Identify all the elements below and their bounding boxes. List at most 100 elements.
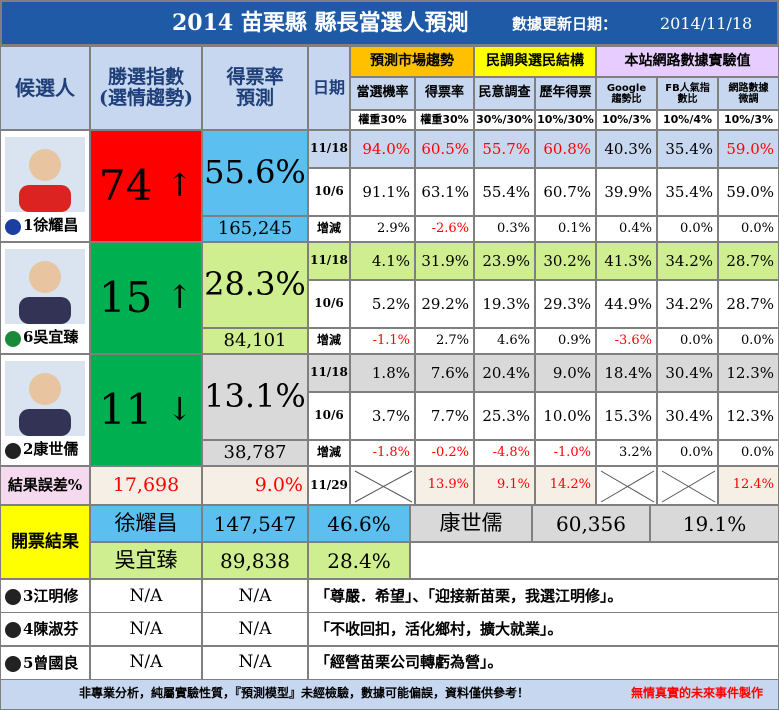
- row-date: 10/6: [308, 392, 350, 440]
- candidate-cell: 2康世儒: [0, 354, 90, 466]
- result-third-pct: 19.1%: [650, 505, 779, 542]
- data-cell: 55.7%: [474, 130, 535, 168]
- data-cell: 25.3%: [474, 392, 535, 440]
- group-poll: 民調與選民結構: [474, 46, 596, 77]
- footer-bar: 非專業分析，純屬實驗性質，『預測模型』未經檢驗，數據可能偏誤，資料僅供參考！ 無…: [0, 679, 779, 710]
- win-index-value: 15: [98, 272, 153, 322]
- data-cell: 3.7%: [350, 392, 415, 440]
- data-cell: 35.4%: [657, 130, 718, 168]
- candidate-photo: [5, 137, 85, 212]
- win-index-cell: 11 ↓: [90, 354, 202, 466]
- other-candidate-name: 3江明修: [23, 587, 79, 605]
- data-cell: -1.8%: [350, 440, 415, 466]
- data-cell: 0.0%: [657, 440, 718, 466]
- data-cell: 59.0%: [718, 130, 779, 168]
- error-label: 結果誤差%: [0, 466, 90, 505]
- error-value: 13.9%: [415, 466, 474, 505]
- vote-rate: 13.1%: [202, 354, 308, 440]
- independent-icon: [5, 589, 21, 605]
- data-cell: 94.0%: [350, 130, 415, 168]
- result-second-pct: 28.4%: [308, 542, 410, 579]
- candidate-photo: [5, 361, 85, 436]
- weight-3: 10%/30%: [535, 110, 596, 130]
- independent-icon: [5, 443, 21, 459]
- candidate-cell: 6吳宜臻: [0, 242, 90, 354]
- data-cell: 30.4%: [657, 392, 718, 440]
- row-date: 增減: [308, 328, 350, 354]
- error-value: 14.2%: [535, 466, 596, 505]
- win-index-cell: 74 ↑: [90, 130, 202, 242]
- candidate-name: 1徐耀昌: [23, 216, 79, 234]
- data-cell: 7.6%: [415, 354, 474, 392]
- weight-1: 權重30%: [415, 110, 474, 130]
- data-cell: 0.0%: [718, 216, 779, 242]
- other-candidate-cell: 3江明修: [0, 579, 90, 613]
- weight-4: 10%/3%: [596, 110, 657, 130]
- vote-rate: 28.3%: [202, 242, 308, 328]
- arrow-up-icon: ↑: [166, 278, 194, 317]
- data-cell: -4.8%: [474, 440, 535, 466]
- other-candidate-cell: 5曾國良: [0, 645, 90, 680]
- data-cell: 60.8%: [535, 130, 596, 168]
- candidate-photo: [5, 249, 85, 324]
- other-index: N/A: [90, 645, 202, 680]
- other-candidate-cell: 4陳淑芬: [0, 612, 90, 647]
- independent-icon: [5, 655, 21, 672]
- other-index: N/A: [90, 579, 202, 613]
- weight-2: 30%/30%: [474, 110, 535, 130]
- arrow-down-icon: ↓: [166, 390, 194, 429]
- win-index-value: 74: [98, 160, 153, 210]
- row-date: 增減: [308, 216, 350, 242]
- group-market: 預測市場趨勢: [350, 46, 474, 77]
- data-cell: -1.1%: [350, 328, 415, 354]
- data-cell: -1.0%: [535, 440, 596, 466]
- data-cell: 7.7%: [415, 392, 474, 440]
- header-date: 日期: [308, 46, 350, 130]
- header-vote-rate: 得票率 預測: [202, 46, 308, 130]
- row-date: 11/18: [308, 242, 350, 280]
- other-slogan: 「尊嚴．希望」、「迎接新苗栗，我選江明修」。: [308, 579, 779, 613]
- data-cell: 39.9%: [596, 168, 657, 216]
- data-cell: 0.3%: [474, 216, 535, 242]
- result-first-pct: 46.6%: [308, 505, 410, 542]
- data-cell: 41.3%: [596, 242, 657, 280]
- data-cell: 30.2%: [535, 242, 596, 280]
- other-candidate-name: 5曾國良: [23, 653, 79, 672]
- result-first-votes: 147,547: [202, 505, 308, 542]
- vote-count: 165,245: [202, 216, 308, 242]
- result-first-name: 徐耀昌: [90, 505, 202, 542]
- data-cell: 9.0%: [535, 354, 596, 392]
- data-cell: 0.0%: [657, 216, 718, 242]
- error-value: 12.4%: [718, 466, 779, 505]
- error-rate: 9.0%: [202, 466, 308, 505]
- weight-0: 權重30%: [350, 110, 415, 130]
- data-cell: -3.6%: [596, 328, 657, 354]
- candidate-name: 2康世儒: [23, 440, 79, 458]
- subheader-4: Google 趨勢比: [596, 77, 657, 110]
- crossed-cell: [596, 466, 657, 505]
- data-cell: 2.7%: [415, 328, 474, 354]
- row-date: 11/18: [308, 130, 350, 168]
- data-cell: -2.6%: [415, 216, 474, 242]
- data-cell: 19.3%: [474, 280, 535, 328]
- data-cell: 40.3%: [596, 130, 657, 168]
- result-second-name: 吳宜臻: [90, 542, 202, 579]
- data-cell: 4.1%: [350, 242, 415, 280]
- vote-count: 84,101: [202, 328, 308, 354]
- weight-6: 10%/3%: [718, 110, 779, 130]
- data-cell: -0.2%: [415, 440, 474, 466]
- dpp-flag-icon: [5, 331, 21, 347]
- other-slogan: 「不收回扣，活化鄉村，擴大就業」。: [308, 612, 779, 647]
- row-date: 增減: [308, 440, 350, 466]
- data-cell: 34.2%: [657, 280, 718, 328]
- data-cell: 15.3%: [596, 392, 657, 440]
- data-cell: 18.4%: [596, 354, 657, 392]
- data-cell: 60.7%: [535, 168, 596, 216]
- data-cell: 20.4%: [474, 354, 535, 392]
- candidate-cell: 1徐耀昌: [0, 130, 90, 242]
- data-cell: 3.2%: [596, 440, 657, 466]
- update-date: 2014/11/18: [660, 14, 753, 33]
- other-rate: N/A: [202, 612, 308, 647]
- data-cell: 0.9%: [535, 328, 596, 354]
